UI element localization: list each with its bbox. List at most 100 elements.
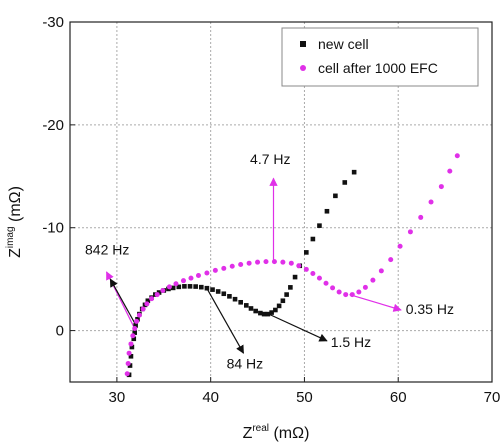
data-point xyxy=(204,270,210,276)
data-point xyxy=(238,262,244,268)
data-point xyxy=(438,184,444,190)
data-point xyxy=(447,168,453,174)
y-tick-label: -30 xyxy=(42,14,64,31)
data-point xyxy=(296,263,302,269)
data-point xyxy=(418,214,424,220)
data-point xyxy=(342,180,348,185)
data-point xyxy=(193,284,198,289)
data-point xyxy=(276,303,282,309)
data-point xyxy=(187,284,193,289)
data-point xyxy=(428,199,434,205)
data-point xyxy=(132,326,138,332)
data-point xyxy=(246,260,252,266)
data-point xyxy=(261,311,267,317)
data-point xyxy=(204,285,210,291)
data-point xyxy=(125,360,131,366)
data-point xyxy=(238,299,243,305)
data-point xyxy=(215,289,221,294)
legend-box xyxy=(281,27,479,87)
data-point xyxy=(310,236,316,242)
data-point xyxy=(227,294,232,299)
data-point xyxy=(323,280,329,286)
data-point xyxy=(129,344,135,350)
data-point xyxy=(280,298,286,304)
data-point xyxy=(397,243,403,249)
data-point xyxy=(173,281,179,287)
data-point xyxy=(271,259,277,265)
data-point xyxy=(304,250,309,255)
data-point xyxy=(407,229,413,235)
plot-frame xyxy=(69,21,493,383)
data-point xyxy=(303,266,309,272)
annotation-label: 842 Hz xyxy=(85,241,129,257)
annotation-arrow xyxy=(206,288,245,354)
data-point xyxy=(273,307,278,313)
annotation-labels: 842 Hz 4.7 Hz 84 Hz 1.5 Hz 0.35 Hz xyxy=(85,151,454,372)
y-axis-label: Zimag (mΩ) xyxy=(5,186,24,258)
data-point xyxy=(288,285,293,290)
data-point xyxy=(255,259,261,265)
data-point xyxy=(263,259,269,265)
legend-marker xyxy=(300,65,306,71)
data-point xyxy=(258,310,263,316)
data-point xyxy=(128,353,134,359)
annotation-arrow xyxy=(349,293,402,312)
axis-ticks: 30 40 50 60 70 0 -10 -20 -30 xyxy=(42,14,500,406)
annotation-arrow xyxy=(109,278,138,327)
data-point xyxy=(195,273,201,279)
data-point xyxy=(343,292,349,298)
data-point xyxy=(198,284,204,290)
data-point xyxy=(126,350,132,356)
data-point xyxy=(170,285,176,291)
data-point xyxy=(188,275,194,281)
series-cell-after-1000-efc xyxy=(124,153,460,377)
data-point xyxy=(156,290,162,295)
annotation-label: 4.7 Hz xyxy=(250,151,290,167)
annotation-label: 84 Hz xyxy=(227,356,264,372)
x-tick-label: 60 xyxy=(390,389,407,406)
data-point xyxy=(212,267,218,273)
data-point xyxy=(244,303,249,308)
data-point xyxy=(349,292,355,298)
x-tick-label: 50 xyxy=(296,389,313,406)
data-point xyxy=(145,298,151,304)
data-point xyxy=(292,274,298,280)
data-point xyxy=(336,289,342,295)
data-point xyxy=(127,363,133,368)
annotation-arrows xyxy=(106,177,402,354)
data-point xyxy=(388,257,394,263)
x-axis-label: Zreal (mΩ) xyxy=(243,423,310,442)
data-point xyxy=(130,333,136,339)
data-point xyxy=(454,153,460,159)
data-point xyxy=(221,291,227,297)
data-point xyxy=(182,284,187,289)
data-point xyxy=(134,318,140,324)
data-point xyxy=(128,341,134,347)
x-tick-label: 30 xyxy=(109,389,126,406)
data-point xyxy=(133,323,138,328)
data-point xyxy=(210,287,215,292)
data-point xyxy=(362,284,368,290)
data-point xyxy=(310,270,316,276)
data-point xyxy=(351,169,357,175)
data-point xyxy=(149,296,155,302)
data-point xyxy=(140,306,146,312)
data-point xyxy=(333,193,338,199)
data-point xyxy=(284,292,289,297)
data-point xyxy=(229,263,235,269)
data-point xyxy=(176,284,182,290)
y-tick-label: -10 xyxy=(42,220,64,237)
y-tick-label: 0 xyxy=(56,323,64,340)
annotation-label: 0.35 Hz xyxy=(406,301,454,317)
y-tick-label: -20 xyxy=(42,117,64,134)
data-point xyxy=(269,310,274,315)
data-point xyxy=(131,336,137,342)
data-point xyxy=(154,292,160,298)
data-point xyxy=(324,208,330,214)
data-point xyxy=(288,260,294,266)
data-point xyxy=(124,371,130,377)
data-point xyxy=(136,312,142,318)
data-point xyxy=(221,265,227,271)
data-point xyxy=(370,277,376,283)
